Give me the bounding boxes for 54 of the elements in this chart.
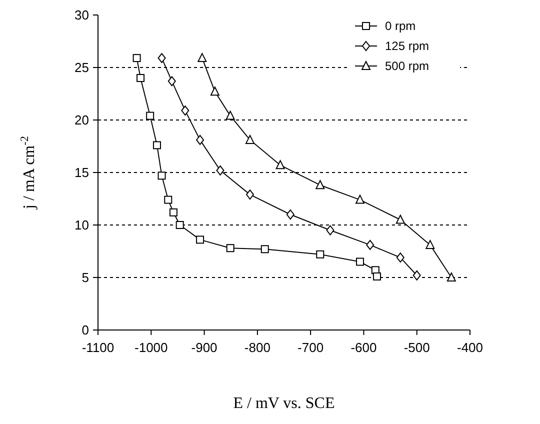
point [198, 53, 207, 62]
x-tick-label: -900 [191, 340, 218, 355]
point [245, 134, 254, 144]
x-tick-label: -400 [456, 340, 484, 355]
legend-label: 0 rpm [385, 19, 416, 34]
point [176, 221, 184, 229]
y-tick-label: 0 [82, 322, 89, 338]
point [316, 180, 325, 190]
point [260, 245, 269, 254]
y-tick-label: 20 [74, 112, 89, 128]
point [276, 160, 285, 170]
point [246, 190, 254, 200]
point [169, 208, 178, 216]
point [226, 244, 234, 252]
point [366, 240, 374, 250]
point [426, 240, 435, 249]
point [216, 165, 224, 176]
point [164, 196, 172, 204]
point [286, 210, 294, 220]
point [146, 112, 154, 120]
point [396, 252, 404, 263]
y-tick-label: 30 [74, 8, 89, 23]
x-tick-label: -800 [244, 340, 270, 355]
x-tick-label: -1100 [82, 340, 114, 355]
y-tick-label: 5 [82, 270, 89, 286]
point [181, 106, 190, 116]
point [355, 194, 364, 204]
y-tick-label: 25 [74, 60, 89, 76]
point [158, 53, 166, 64]
point [412, 270, 421, 280]
x-tick-label: -1000 [134, 340, 168, 355]
point [196, 134, 204, 145]
x-axis-title: E / mV vs. SCE [233, 395, 335, 412]
y-tick-label: 10 [74, 218, 89, 233]
point [396, 214, 405, 224]
point [210, 86, 220, 96]
legend-label: 500 rpm [385, 59, 430, 74]
x-tick-label: -500 [404, 340, 430, 355]
point [326, 225, 334, 236]
point [373, 272, 381, 280]
x-tick-label: -700 [298, 340, 324, 355]
point [226, 110, 235, 120]
point [316, 250, 324, 258]
point [356, 258, 364, 266]
point [446, 272, 456, 282]
point [152, 141, 161, 150]
point [158, 172, 166, 180]
y-tick-label: 15 [74, 165, 89, 180]
point [196, 236, 204, 244]
point [168, 76, 176, 86]
point [136, 74, 145, 82]
x-tick-label: -600 [350, 340, 377, 355]
point [132, 54, 141, 62]
legend-label: 125 rpm [385, 39, 430, 54]
